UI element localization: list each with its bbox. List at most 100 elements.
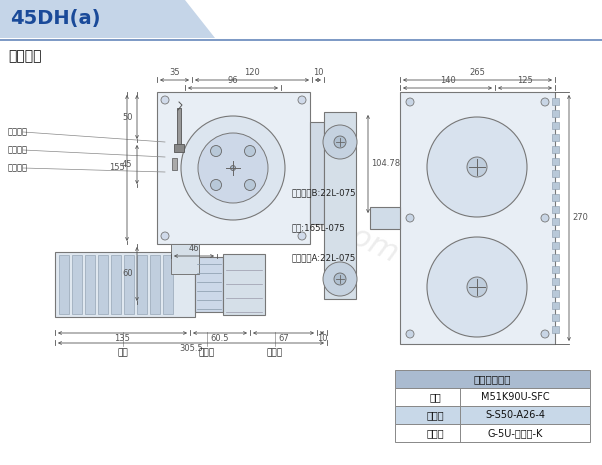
Bar <box>55 252 195 317</box>
Bar <box>400 92 555 344</box>
Text: 10: 10 <box>317 334 327 343</box>
Text: 46: 46 <box>188 244 199 253</box>
Circle shape <box>181 116 285 220</box>
Bar <box>552 194 559 201</box>
Text: M51K90U-SFC: M51K90U-SFC <box>480 392 549 402</box>
Text: 125: 125 <box>517 76 533 85</box>
Bar <box>370 207 400 229</box>
Bar <box>552 206 559 213</box>
Bar <box>552 182 559 189</box>
Circle shape <box>298 96 306 104</box>
Circle shape <box>427 237 527 337</box>
Text: 減速機: 減速機 <box>426 428 444 438</box>
Text: 120: 120 <box>244 68 260 77</box>
Circle shape <box>244 146 255 157</box>
Text: nokawa.com: nokawa.com <box>216 161 403 269</box>
Bar <box>395 370 590 388</box>
Circle shape <box>211 146 222 157</box>
Text: 感應開關: 感應開關 <box>8 127 28 137</box>
Text: 感應支架: 感應支架 <box>8 164 28 173</box>
Circle shape <box>198 133 268 203</box>
Text: 10: 10 <box>313 68 323 77</box>
Circle shape <box>298 232 306 240</box>
Circle shape <box>323 262 357 296</box>
Text: 135: 135 <box>114 334 131 343</box>
Text: 67: 67 <box>278 334 289 343</box>
Bar <box>552 218 559 225</box>
Text: 離合器: 離合器 <box>426 410 444 420</box>
Bar <box>157 92 310 244</box>
Bar <box>552 98 559 105</box>
Bar <box>552 326 559 333</box>
Bar <box>171 244 199 274</box>
Text: 感應凸輪: 感應凸輪 <box>8 146 28 154</box>
Bar <box>98 255 108 314</box>
Bar <box>85 255 95 314</box>
Bar <box>552 170 559 177</box>
Text: 45DH(a): 45DH(a) <box>10 9 101 28</box>
Bar <box>552 302 559 309</box>
Text: 皮帶:165L-075: 皮帶:165L-075 <box>292 224 346 232</box>
Circle shape <box>161 96 169 104</box>
Bar <box>395 388 590 406</box>
Text: 電機配套部件: 電機配套部件 <box>474 374 511 384</box>
Text: 104.78: 104.78 <box>371 159 400 168</box>
Text: 45: 45 <box>122 160 132 169</box>
Circle shape <box>541 214 549 222</box>
Bar <box>552 134 559 141</box>
Bar <box>59 255 69 314</box>
Bar <box>552 158 559 165</box>
Text: 馬達: 馬達 <box>117 348 128 357</box>
Circle shape <box>231 166 235 171</box>
Circle shape <box>244 179 255 191</box>
Bar <box>552 230 559 237</box>
Bar <box>552 266 559 273</box>
Bar <box>310 122 324 224</box>
Circle shape <box>467 277 487 297</box>
Circle shape <box>406 98 414 106</box>
Bar <box>195 257 223 312</box>
Bar <box>150 255 160 314</box>
Text: 35: 35 <box>169 68 180 77</box>
Text: 同步帶輬A:22L-075: 同步帶輬A:22L-075 <box>292 253 356 263</box>
Circle shape <box>467 157 487 177</box>
Text: 60.5: 60.5 <box>211 334 229 343</box>
Bar <box>177 108 181 148</box>
Text: 270: 270 <box>572 213 588 222</box>
Text: S-S50-A26-4: S-S50-A26-4 <box>485 410 545 420</box>
Circle shape <box>334 136 346 148</box>
Bar <box>552 122 559 129</box>
Circle shape <box>161 232 169 240</box>
Bar <box>172 158 177 170</box>
Bar <box>395 406 590 424</box>
Circle shape <box>334 273 346 285</box>
Bar <box>552 110 559 117</box>
Text: 96: 96 <box>228 76 238 85</box>
Text: 305.5: 305.5 <box>179 344 203 353</box>
Circle shape <box>541 98 549 106</box>
Bar <box>552 242 559 249</box>
Bar <box>552 254 559 261</box>
Text: 50: 50 <box>122 113 132 121</box>
Bar <box>552 314 559 321</box>
Text: 155: 155 <box>109 164 125 173</box>
Bar <box>552 278 559 285</box>
Bar <box>111 255 121 314</box>
Circle shape <box>427 117 527 217</box>
Text: G-5U-減速比-K: G-5U-減速比-K <box>487 428 542 438</box>
Text: 馬達: 馬達 <box>429 392 441 402</box>
Bar <box>124 255 134 314</box>
Circle shape <box>541 330 549 338</box>
Bar <box>395 424 590 442</box>
Circle shape <box>406 214 414 222</box>
Text: 減速機: 減速機 <box>267 348 283 357</box>
Bar <box>163 255 173 314</box>
Bar <box>324 112 356 299</box>
Bar <box>223 254 265 315</box>
Circle shape <box>211 179 222 191</box>
Bar <box>552 146 559 153</box>
Bar <box>552 290 559 297</box>
Circle shape <box>406 330 414 338</box>
Text: 60: 60 <box>122 270 132 279</box>
Text: 同步帶輬B:22L-075: 同步帶輬B:22L-075 <box>292 188 356 198</box>
